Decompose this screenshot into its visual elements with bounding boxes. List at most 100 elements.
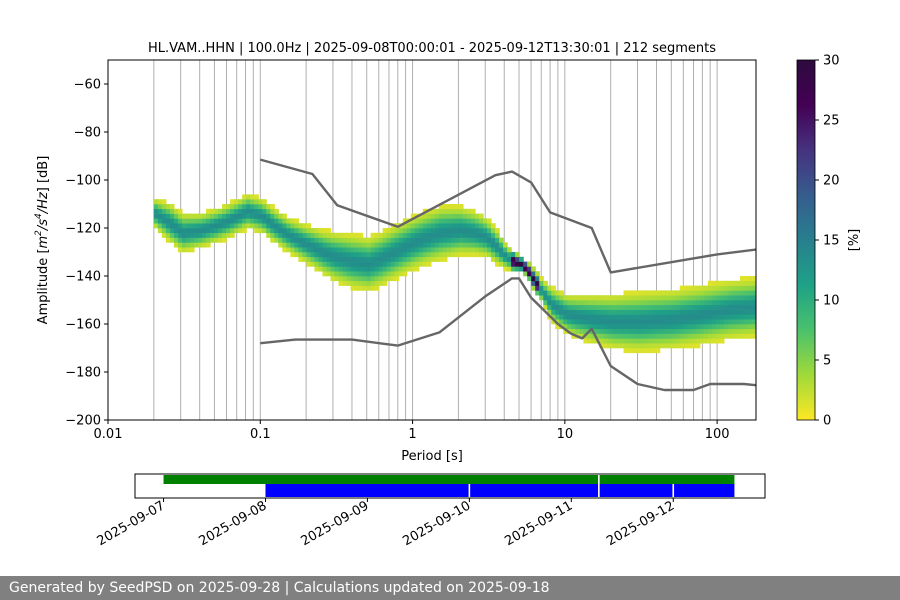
psd-cell: [651, 304, 657, 310]
psd-cell: [181, 247, 187, 253]
psd-cell: [691, 285, 697, 291]
psd-cell: [671, 328, 677, 334]
psd-cell: [214, 208, 219, 214]
psd-cell: [354, 237, 360, 243]
psd-cell: [651, 338, 657, 344]
psd-cell: [310, 232, 316, 238]
psd-cell: [595, 309, 601, 315]
psd-cell: [334, 256, 340, 262]
psd-cell: [238, 223, 243, 229]
psd-cell: [242, 213, 247, 219]
psd-cell: [206, 218, 211, 224]
psd-cell: [370, 232, 376, 238]
psd-cell: [671, 300, 677, 306]
psd-cell: [631, 304, 637, 310]
psd-cell: [394, 237, 400, 243]
psd-cell: [350, 256, 356, 262]
psd-cell: [547, 295, 552, 301]
psd-cell: [571, 333, 576, 339]
psd-cell: [366, 276, 372, 282]
psd-cell: [639, 300, 645, 306]
psd-cell: [651, 324, 657, 330]
psd-cell: [206, 237, 211, 243]
psd-cell: [695, 319, 701, 325]
psd-cell: [474, 242, 480, 248]
psd-cell: [663, 338, 669, 344]
psd-cell: [611, 314, 617, 320]
psd-cell: [161, 218, 167, 224]
psd-cell: [531, 266, 536, 272]
psd-cell: [193, 223, 199, 229]
psd-cell: [298, 256, 303, 262]
psd-cell: [474, 228, 480, 234]
psd-cell: [615, 328, 621, 334]
psd-cell: [390, 228, 396, 234]
psd-cell: [711, 290, 717, 296]
availability-gap: [672, 484, 675, 497]
availability-gap: [598, 475, 600, 484]
psd-cell: [161, 199, 167, 205]
psd-cell: [298, 247, 303, 253]
psd-cell: [406, 237, 412, 243]
psd-cell: [434, 223, 440, 229]
psd-cell: [527, 271, 532, 277]
psd-cell: [679, 300, 685, 306]
psd-cell: [210, 232, 215, 238]
psd-cell: [374, 247, 380, 253]
psd-cell: [374, 256, 380, 262]
psd-cell: [655, 324, 661, 330]
psd-cell: [711, 324, 717, 330]
psd-cell: [663, 290, 669, 296]
psd-cell: [306, 247, 312, 253]
psd-cell: [735, 328, 741, 334]
psd-cell: [270, 218, 275, 224]
psd-cell: [222, 232, 227, 238]
psd-cell: [350, 285, 356, 291]
psd-cell: [230, 213, 235, 219]
psd-cell: [270, 237, 275, 243]
psd-cell: [374, 237, 380, 243]
psd-cell: [382, 261, 388, 267]
psd-cell: [627, 343, 633, 349]
psd-cell: [707, 319, 713, 325]
psd-cell: [647, 343, 653, 349]
psd-cell: [378, 242, 384, 248]
psd-cell: [495, 256, 500, 262]
psd-cell: [197, 213, 203, 219]
psd-cell: [623, 304, 629, 310]
psd-cell: [262, 199, 267, 205]
psd-cell: [551, 319, 556, 325]
psd-cell: [539, 280, 544, 286]
psd-cell: [619, 338, 625, 344]
psd-cell: [743, 304, 749, 310]
psd-cell: [450, 228, 456, 234]
psd-cell: [394, 261, 400, 267]
psd-cell: [434, 228, 440, 234]
psd-cell: [503, 247, 508, 253]
psd-cell: [282, 223, 287, 229]
psd-cell: [346, 247, 352, 253]
psd-cell: [318, 242, 324, 248]
psd-cell: [466, 208, 472, 214]
psd-cell: [651, 348, 657, 354]
psd-cell: [571, 309, 576, 315]
psd-cell: [342, 261, 348, 267]
psd-cell: [446, 252, 452, 258]
psd-cell: [679, 328, 685, 334]
psd-cell: [410, 237, 416, 243]
timeline-tick-label: 2025-09-10: [400, 498, 473, 549]
psd-cell: [230, 204, 235, 210]
psd-cell: [623, 295, 629, 301]
psd-cell: [591, 324, 597, 330]
psd-cell: [659, 309, 665, 315]
psd-cell: [442, 228, 448, 234]
y-tick-label: −160: [65, 318, 101, 333]
psd-cell: [342, 247, 348, 253]
psd-cell: [499, 242, 504, 248]
psd-cell: [442, 232, 448, 238]
psd-cell: [719, 304, 725, 310]
psd-cell: [206, 232, 211, 238]
psd-cell: [446, 213, 452, 219]
psd-cell: [442, 242, 448, 248]
psd-cell: [535, 290, 540, 296]
